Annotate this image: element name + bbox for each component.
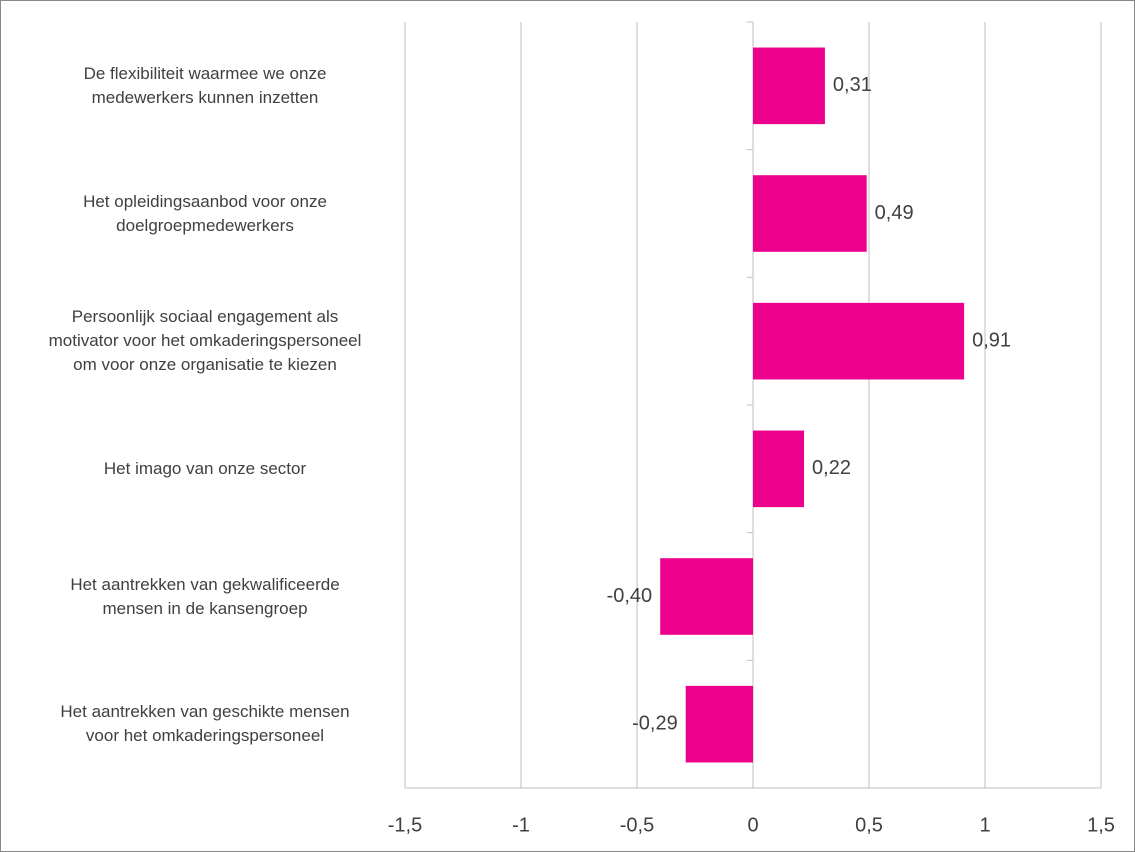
- x-tick-label: -0,5: [620, 814, 654, 836]
- value-label: -0,29: [632, 712, 678, 734]
- y-tick-label: Het aantrekken van geschikte mensen voor…: [60, 702, 350, 746]
- value-label: 0,22: [812, 457, 851, 479]
- value-label: 0,91: [972, 329, 1011, 351]
- x-tick-label: -1: [512, 814, 530, 836]
- y-tick-label: De flexibiliteit waarmee we onze medewer…: [83, 63, 327, 107]
- bar: [753, 175, 867, 252]
- value-label: -0,40: [607, 585, 653, 607]
- bar: [660, 558, 753, 635]
- y-tick-label: Het imago van onze sector: [103, 458, 307, 478]
- y-tick-label: Het aantrekken van gekwalificeerde mense…: [70, 574, 340, 618]
- x-tick-label: 1: [979, 814, 990, 836]
- bar: [685, 685, 753, 763]
- x-tick-label: 1,5: [1087, 814, 1115, 836]
- y-tick-label: Het opleidingsaanbod voor onze doelgroep…: [83, 191, 327, 235]
- y-tick-label: Persoonlijk sociaal engagement als motiv…: [48, 307, 362, 375]
- x-tick-label: 0,5: [855, 814, 883, 836]
- value-label: 0,49: [875, 202, 914, 224]
- bar: [753, 430, 805, 508]
- x-tick-label: 0: [747, 814, 758, 836]
- value-label: 0,31: [833, 74, 872, 96]
- bar: [753, 47, 825, 125]
- bar: [753, 302, 965, 380]
- x-tick-label: -1,5: [388, 814, 422, 836]
